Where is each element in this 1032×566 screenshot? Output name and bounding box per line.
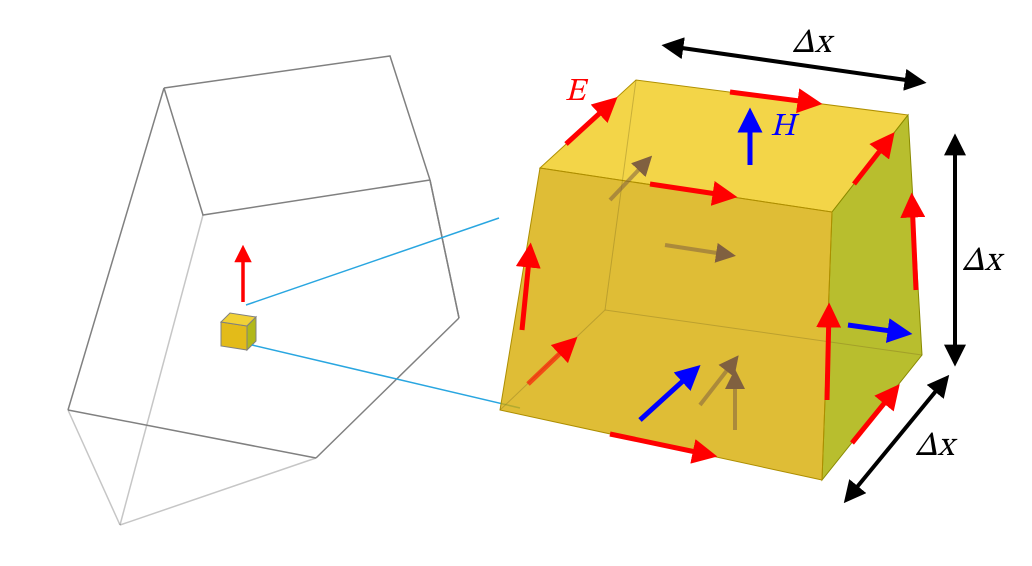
- label-E: E: [565, 76, 589, 108]
- zoom-lines: [246, 218, 520, 408]
- label-dx-front: Δx: [915, 430, 958, 464]
- small-yee-cell: [221, 313, 256, 350]
- label-dx-right: Δx: [962, 245, 1005, 279]
- fdtd-yee-cell-diagram: E H Δx Δx Δx: [0, 0, 1032, 566]
- label-dx-top: Δx: [792, 27, 835, 61]
- domain-wireframe: [68, 56, 459, 525]
- yee-cell-large: [500, 80, 922, 480]
